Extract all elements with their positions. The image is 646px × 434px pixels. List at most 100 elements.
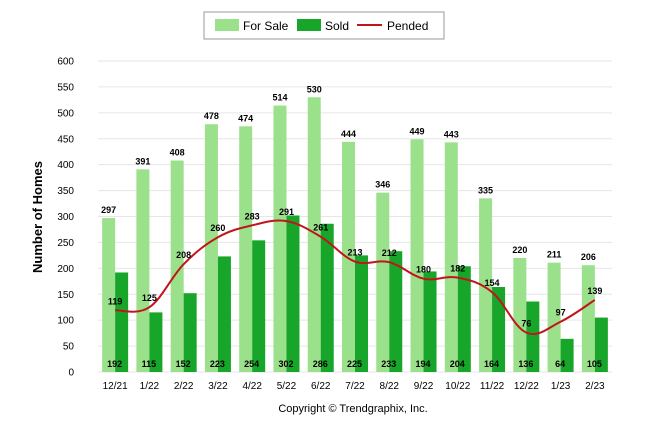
- y-tick-label: 450: [57, 134, 74, 145]
- x-tick-label: 12/21: [103, 381, 128, 392]
- bar-sold: [252, 240, 266, 372]
- pended-line: [115, 219, 596, 335]
- data-label-pended: 213: [347, 248, 362, 258]
- data-label-for-sale: 478: [204, 111, 219, 121]
- data-label-for-sale: 346: [375, 180, 390, 190]
- bar-sold: [149, 312, 163, 372]
- y-tick-label: 350: [57, 186, 74, 197]
- bar-sold: [560, 338, 574, 372]
- data-label-sold: 286: [313, 359, 328, 369]
- y-tick-label: 0: [68, 368, 74, 379]
- bar-sold: [355, 255, 368, 372]
- data-label-for-sale: 444: [341, 129, 356, 139]
- data-label-pended: 291: [279, 207, 294, 217]
- x-axis-ticks: 12/21 1/22 2/22 3/22 4/22 5/22 6/22 7/22 8/22 9/2…: [103, 381, 605, 392]
- bar-sold: [115, 272, 129, 372]
- bar-sold: [457, 266, 471, 372]
- legend-swatch-for-sale: [215, 19, 239, 31]
- bar-for-sale: [204, 124, 218, 372]
- bar-sold: [492, 286, 506, 372]
- data-label-sold: 225: [347, 359, 362, 369]
- bar-for-sale: [444, 142, 458, 372]
- y-tick-label: 50: [63, 342, 75, 353]
- bar-sold: [217, 256, 231, 372]
- bar-for-sale: [410, 139, 424, 372]
- y-tick-label: 100: [57, 316, 74, 327]
- x-tick-label: 2/23: [585, 381, 605, 392]
- copyright-footer: Copyright © Trendgraphix, Inc.: [278, 403, 427, 415]
- y-tick-label: 400: [57, 160, 74, 171]
- x-tick-label: 11/22: [480, 381, 505, 392]
- x-tick-label: 1/22: [140, 381, 160, 392]
- bar-sold: [389, 251, 403, 372]
- data-label-pended: 97: [556, 308, 566, 318]
- y-tick-label: 200: [57, 264, 74, 275]
- bar-for-sale: [273, 105, 287, 373]
- data-label-pended: 154: [485, 278, 500, 288]
- data-label-for-sale: 474: [238, 113, 253, 123]
- bar-for-sale: [239, 126, 253, 372]
- data-label-pended: 182: [450, 264, 465, 274]
- data-label-pended: 119: [108, 296, 123, 306]
- x-tick-label: 5/22: [277, 381, 297, 392]
- data-label-sold: 194: [416, 359, 431, 369]
- bar-for-sale: [307, 97, 321, 373]
- y-tick-label: 550: [57, 82, 74, 93]
- data-label-sold: 115: [142, 359, 157, 369]
- data-label-pended: 283: [245, 211, 260, 221]
- x-tick-label: 3/22: [208, 381, 228, 392]
- x-tick-label: 4/22: [242, 381, 262, 392]
- bars: [102, 97, 608, 373]
- legend-label-pended: Pended: [387, 19, 428, 33]
- y-tick-label: 500: [57, 108, 74, 119]
- bar-sold: [526, 301, 540, 372]
- bar-sold: [423, 271, 437, 372]
- legend-label-for-sale: For Sale: [243, 19, 289, 33]
- data-label-pended: 260: [210, 223, 225, 233]
- pended-line-layer: [115, 219, 596, 335]
- bar-for-sale: [581, 265, 595, 372]
- bar-sold: [594, 317, 608, 372]
- data-label-sold: 233: [381, 359, 396, 369]
- data-label-pended: 180: [416, 265, 431, 275]
- y-tick-label: 600: [57, 57, 74, 68]
- data-label-pended: 139: [587, 286, 602, 296]
- data-label-for-sale: 211: [547, 250, 562, 260]
- data-label-sold: 105: [587, 359, 602, 369]
- data-label-for-sale: 443: [444, 129, 459, 139]
- data-label-for-sale: 514: [272, 93, 287, 103]
- bar-for-sale: [376, 192, 390, 372]
- legend-box: [203, 11, 445, 40]
- data-label-pended: 76: [521, 319, 531, 329]
- data-label-sold: 164: [484, 359, 499, 369]
- y-tick-label: 250: [57, 238, 74, 249]
- x-tick-label: 10/22: [445, 381, 470, 392]
- x-tick-label: 1/23: [551, 381, 571, 392]
- x-tick-label: 7/22: [345, 381, 365, 392]
- data-label-for-sale: 206: [581, 252, 596, 262]
- y-axis-label: Number of Homes: [30, 161, 45, 273]
- legend: For Sale Sold Pended: [203, 11, 445, 40]
- data-label-sold: 302: [278, 359, 293, 369]
- data-label-sold: 136: [518, 359, 533, 369]
- bar-for-sale: [136, 169, 150, 372]
- data-label-sold: 152: [176, 359, 191, 369]
- x-tick-label: 8/22: [380, 381, 400, 392]
- x-tick-label: 12/22: [514, 381, 539, 392]
- bar-for-sale: [513, 257, 527, 372]
- data-label-for-sale: 297: [101, 205, 116, 215]
- bar-sold: [320, 223, 334, 372]
- x-tick-label: 9/22: [414, 381, 434, 392]
- bar-sold: [183, 293, 197, 372]
- bar-sold: [286, 215, 300, 372]
- data-label-pended: 208: [176, 250, 191, 260]
- data-labels: 297 192 391 115 408 152 478 223 474 254 514 302 530 2…: [101, 84, 602, 369]
- data-label-for-sale: 335: [478, 185, 493, 195]
- y-tick-label: 150: [57, 290, 74, 301]
- data-label-sold: 192: [107, 359, 122, 369]
- data-label-pended: 125: [142, 293, 157, 303]
- data-label-pended: 212: [382, 248, 397, 258]
- legend-label-sold: Sold: [325, 19, 349, 33]
- bar-for-sale: [102, 218, 116, 372]
